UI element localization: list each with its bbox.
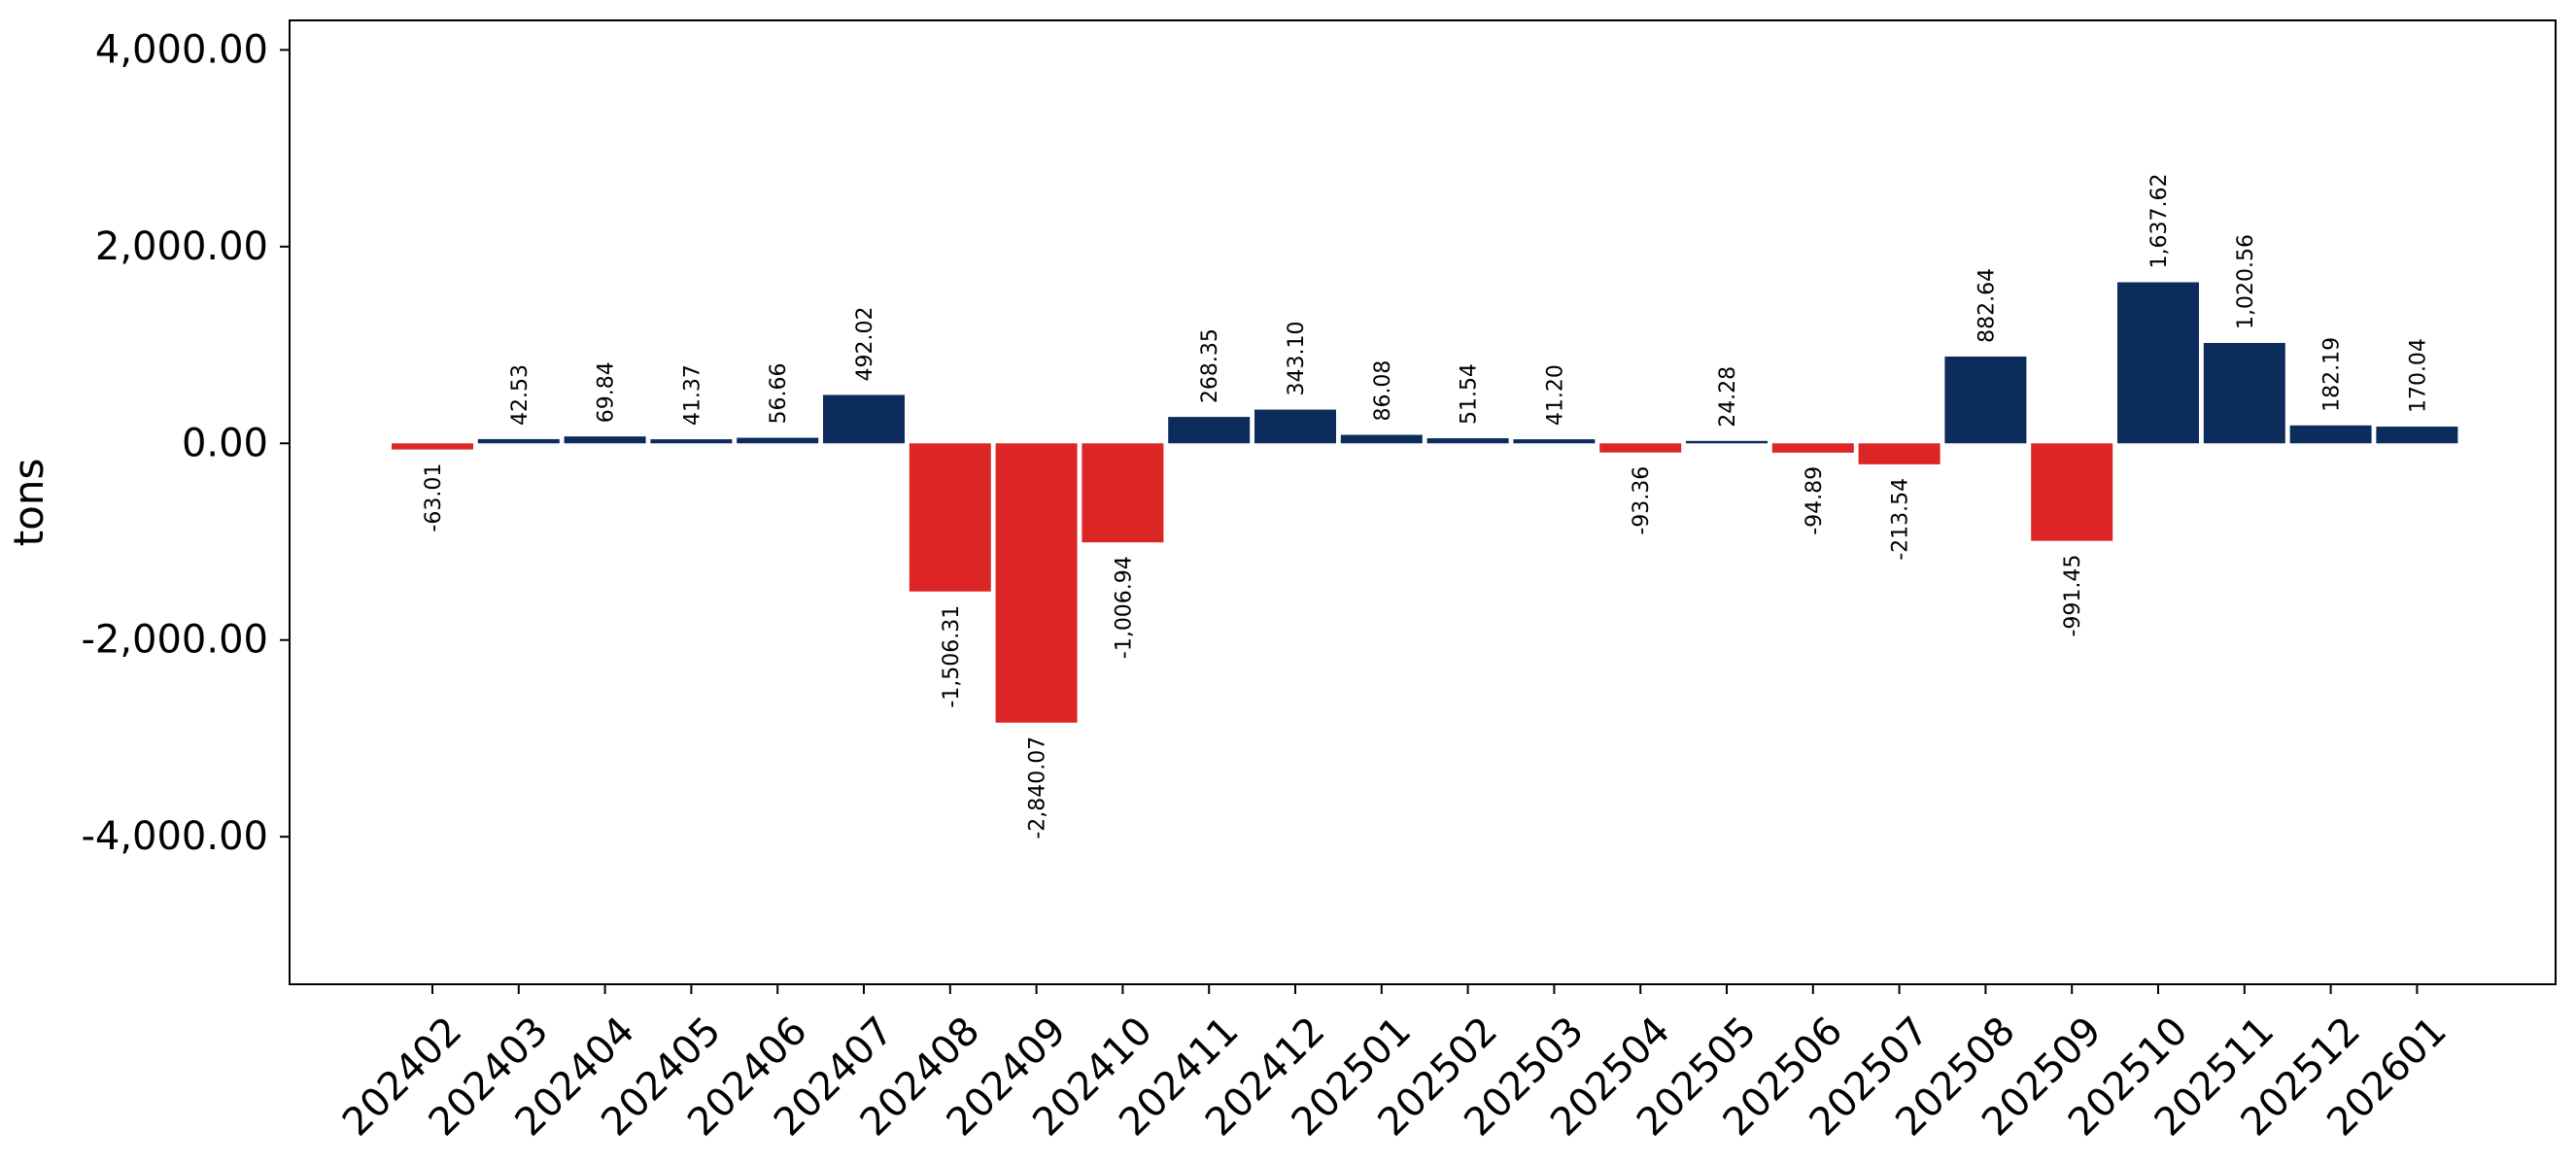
y-tick-label: 4,000.00 bbox=[95, 27, 268, 72]
bar-202409 bbox=[995, 443, 1078, 723]
bar-202506 bbox=[1771, 443, 1854, 453]
data-label-202511: 1,020.56 bbox=[2234, 234, 2258, 329]
bar-202601 bbox=[2376, 427, 2458, 444]
bar-202507 bbox=[1858, 443, 1941, 464]
data-label-202406: 56.66 bbox=[767, 363, 791, 425]
data-label-202405: 41.37 bbox=[680, 364, 704, 426]
bar-202407 bbox=[823, 394, 905, 444]
data-label-202403: 42.53 bbox=[508, 364, 532, 426]
y-tick-label: 2,000.00 bbox=[95, 224, 268, 269]
data-label-202407: 492.02 bbox=[853, 306, 877, 381]
data-label-202408: -1,506.31 bbox=[940, 605, 964, 708]
data-label-202410: -1,006.94 bbox=[1112, 556, 1136, 659]
data-label-202501: 86.08 bbox=[1371, 360, 1395, 422]
bar-202511 bbox=[2203, 342, 2285, 444]
y-tick-label: 0.00 bbox=[182, 421, 268, 465]
data-label-202509: -991.45 bbox=[2061, 555, 2085, 637]
bar-202410 bbox=[1082, 443, 1164, 543]
data-label-202402: -63.01 bbox=[422, 463, 446, 532]
x-axis: 2024022024032024042024052024062024072024… bbox=[334, 984, 2456, 1145]
bar-202402 bbox=[392, 443, 473, 450]
data-label-202504: -93.36 bbox=[1630, 466, 1654, 535]
data-label-202507: -213.54 bbox=[1889, 478, 1913, 561]
data-label-202508: 882.64 bbox=[1975, 268, 1999, 343]
data-label-202601: 170.04 bbox=[2406, 338, 2430, 413]
bar-202502 bbox=[1426, 438, 1509, 444]
bar-202508 bbox=[1944, 356, 2027, 444]
bar-202404 bbox=[564, 436, 646, 444]
data-label-202412: 343.10 bbox=[1285, 322, 1309, 396]
y-tick-label: -2,000.00 bbox=[81, 618, 268, 663]
data-label-202409: -2,840.07 bbox=[1026, 737, 1050, 839]
data-label-202502: 51.54 bbox=[1458, 363, 1482, 425]
data-label-202506: -94.89 bbox=[1803, 466, 1827, 535]
data-label-202503: 41.20 bbox=[1543, 364, 1567, 426]
data-label-202510: 1,637.62 bbox=[2147, 174, 2172, 269]
bars bbox=[392, 282, 2458, 723]
data-label-202512: 182.19 bbox=[2320, 337, 2345, 412]
bar-202501 bbox=[1340, 434, 1423, 444]
bar-202405 bbox=[650, 439, 733, 444]
y-axis: -4,000.00 -2,000.00 0.00 2,000.00 4,000.00 bbox=[81, 27, 290, 859]
bar-202509 bbox=[2031, 443, 2113, 541]
data-label-202404: 69.84 bbox=[595, 361, 619, 423]
bar-202406 bbox=[737, 437, 819, 444]
bar-202411 bbox=[1168, 417, 1251, 444]
data-labels: -63.01 42.53 69.84 41.37 56.66 492.02 -1,506.3… bbox=[422, 174, 2430, 839]
bar-202408 bbox=[909, 443, 991, 592]
y-axis-label: tons bbox=[5, 459, 52, 547]
data-label-202411: 268.35 bbox=[1198, 328, 1222, 403]
bar-202412 bbox=[1254, 409, 1336, 444]
bar-202510 bbox=[2117, 282, 2199, 444]
bar-202503 bbox=[1513, 439, 1596, 444]
bar-202504 bbox=[1599, 443, 1682, 453]
plot-area bbox=[289, 19, 2557, 985]
bar-202403 bbox=[477, 438, 560, 444]
data-label-202505: 24.28 bbox=[1716, 366, 1740, 428]
bar-202512 bbox=[2289, 425, 2372, 444]
y-tick-label: -4,000.00 bbox=[81, 814, 268, 859]
bar-202505 bbox=[1686, 440, 1768, 444]
